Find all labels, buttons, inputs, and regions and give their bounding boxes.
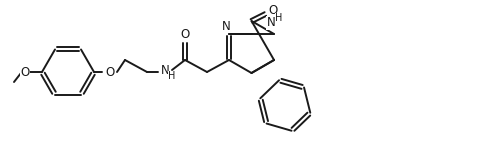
Text: O: O [20,66,30,78]
Text: O: O [180,29,190,41]
Text: O: O [268,4,277,16]
Text: H: H [168,71,176,81]
Text: N: N [267,16,275,30]
Text: O: O [105,66,115,78]
Text: N: N [222,19,230,32]
Text: N: N [160,65,169,77]
Text: H: H [275,13,283,23]
